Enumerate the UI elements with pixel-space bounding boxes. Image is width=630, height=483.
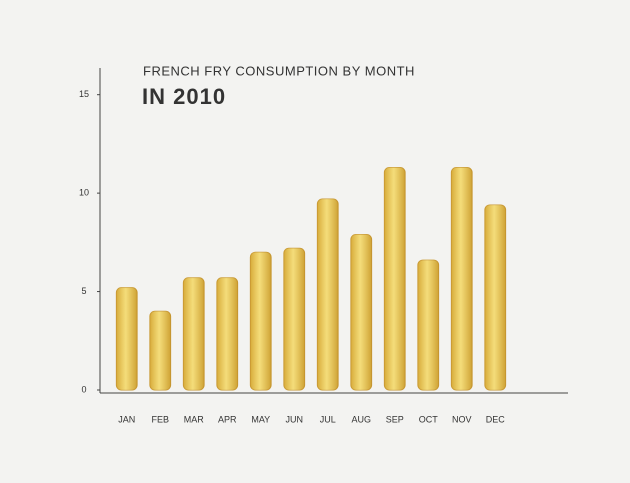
x-tick-label: MAY (251, 414, 270, 424)
y-tick-label: 0 (81, 384, 86, 394)
bar-shade (283, 248, 305, 390)
bar-shade (149, 311, 171, 390)
bar-shade (417, 260, 439, 390)
bar-shade (484, 204, 506, 390)
x-tick-label: JUL (320, 414, 336, 424)
x-tick-label: JUN (286, 414, 304, 424)
bar-shade (250, 252, 272, 390)
x-tick-label: DEC (486, 414, 506, 424)
bar-shade (451, 167, 473, 390)
bar-shade (350, 234, 372, 390)
x-tick-label: OCT (419, 414, 439, 424)
bar-shade (183, 277, 205, 390)
y-tick-label: 15 (79, 89, 89, 99)
bar-shade (116, 287, 138, 390)
x-tick-label: NOV (452, 414, 472, 424)
y-tick-label: 10 (79, 188, 89, 198)
bar-shade (317, 199, 339, 390)
x-tick-label: JAN (118, 414, 135, 424)
y-tick-label: 5 (81, 286, 86, 296)
bar-shade (216, 277, 238, 390)
x-tick-label: FEB (151, 414, 169, 424)
x-tick-label: APR (218, 414, 237, 424)
chart-subtitle: IN 2010 (142, 84, 226, 109)
bar-shade (384, 167, 406, 390)
x-tick-label: MAR (184, 414, 205, 424)
chart-title: FRENCH FRY CONSUMPTION BY MONTH (143, 63, 415, 78)
x-tick-label: AUG (351, 414, 371, 424)
x-tick-label: SEP (386, 414, 404, 424)
